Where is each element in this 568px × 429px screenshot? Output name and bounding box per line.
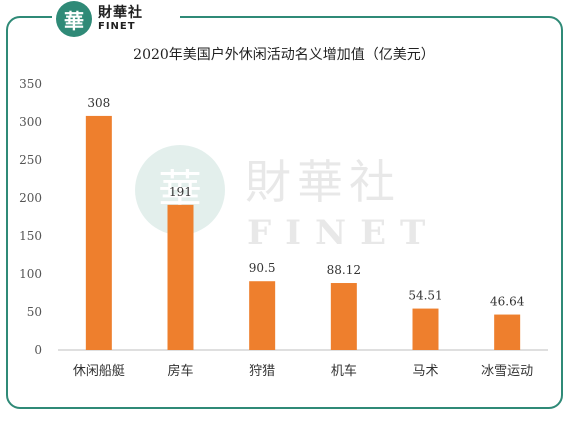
y-tick-label: 0	[34, 343, 42, 357]
label-layer: 308 休闲船艇 191 房车 90.5 狩猎 88.12 机车 54.51 马术 46.64 冰雪运…	[73, 96, 533, 379]
data-label: 90.5	[249, 261, 276, 275]
data-label: 191	[169, 185, 192, 199]
brand-name-cn: 財華社	[98, 5, 143, 21]
data-label: 308	[87, 96, 110, 110]
bar-layer	[85, 115, 521, 350]
x-category-label: 房车	[167, 363, 193, 379]
x-category-label: 狩猎	[249, 364, 275, 379]
brand-wordmark: 財華社 FINET	[98, 6, 143, 32]
y-tick-label: 200	[19, 191, 42, 205]
bar	[494, 314, 521, 350]
y-tick-label: 300	[19, 115, 42, 129]
x-category-label: 机车	[331, 363, 357, 379]
x-category-label: 马术	[412, 364, 438, 379]
data-label: 46.64	[490, 295, 525, 309]
x-category-label: 冰雪运动	[481, 364, 533, 379]
brand-logo: 華 財華社 FINET	[52, 0, 180, 38]
brand-emblem-glyph: 華	[64, 8, 84, 33]
bar	[412, 308, 439, 350]
data-label: 54.51	[408, 289, 442, 303]
y-tick-label: 50	[27, 305, 42, 319]
y-tick-label: 100	[19, 267, 42, 281]
bar	[85, 115, 112, 350]
brand-emblem-icon: 華	[56, 1, 92, 37]
bar	[167, 204, 194, 350]
y-tick-label: 250	[19, 153, 42, 167]
bar	[249, 281, 276, 350]
y-tick-label: 150	[19, 229, 42, 243]
brand-name-en: FINET	[98, 21, 136, 32]
x-category-label: 休闲船艇	[73, 364, 125, 379]
chart-title: 2020年美国户外休闲活动名义增加值（亿美元）	[133, 47, 435, 63]
axis-layer: 0 50 100 150 200 250 300 350	[19, 77, 548, 357]
y-tick-label: 350	[19, 77, 42, 91]
bar	[330, 283, 357, 350]
data-label: 88.12	[327, 263, 361, 277]
